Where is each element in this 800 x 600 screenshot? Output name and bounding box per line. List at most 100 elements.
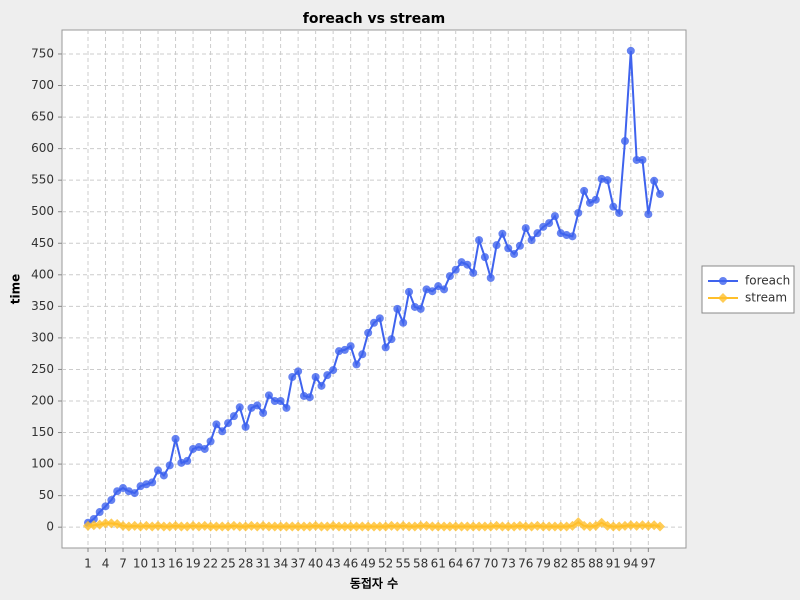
data-point [148, 478, 157, 487]
data-point [101, 502, 110, 511]
data-point [113, 487, 122, 496]
data-point [474, 521, 485, 532]
data-point [333, 521, 344, 532]
data-point [287, 521, 298, 532]
data-point [650, 176, 659, 185]
data-point [130, 489, 139, 498]
data-point [421, 520, 432, 531]
data-point [165, 461, 174, 470]
data-point [270, 396, 279, 405]
y-tick-label: 0 [46, 520, 54, 534]
x-tick-label: 16 [168, 557, 183, 571]
data-point [298, 521, 309, 532]
data-point [463, 260, 472, 269]
data-point [269, 521, 280, 532]
data-point [375, 314, 384, 323]
data-point [392, 521, 403, 532]
data-point [193, 521, 204, 532]
data-point [521, 224, 530, 233]
data-point [352, 360, 361, 369]
data-point [118, 520, 129, 531]
data-point [205, 521, 216, 532]
data-point [515, 241, 524, 250]
data-point [620, 137, 629, 146]
data-point [579, 520, 590, 531]
x-tick-label: 76 [518, 557, 533, 571]
data-point [538, 521, 549, 532]
data-point [218, 427, 227, 436]
data-point [520, 521, 531, 532]
data-point [497, 521, 508, 532]
data-point [119, 484, 128, 493]
data-point [644, 210, 653, 219]
x-tick-label: 19 [185, 557, 200, 571]
x-tick-label: 37 [290, 557, 305, 571]
data-point [498, 229, 507, 238]
data-point [228, 520, 239, 531]
data-point [409, 521, 420, 532]
data-point [514, 520, 525, 531]
data-point [305, 393, 314, 402]
x-tick-label: 94 [623, 557, 638, 571]
data-point [509, 521, 520, 532]
data-point [212, 420, 221, 429]
data-point [450, 521, 461, 532]
x-tick-label: 97 [641, 557, 656, 571]
data-point [608, 521, 619, 532]
y-tick-label: 250 [31, 362, 54, 376]
data-point [469, 268, 478, 277]
data-point [182, 521, 193, 532]
data-point [235, 403, 244, 412]
data-point [240, 521, 251, 532]
data-point [123, 521, 134, 532]
data-point [462, 521, 473, 532]
data-point [200, 444, 209, 453]
data-point [316, 521, 327, 532]
y-tick-label: 100 [31, 457, 54, 471]
data-point [584, 521, 595, 532]
data-point [304, 521, 315, 532]
data-point [475, 236, 484, 245]
data-point [539, 222, 548, 231]
data-point [374, 521, 385, 532]
data-point [614, 521, 625, 532]
data-point [619, 520, 630, 531]
data-point [154, 466, 163, 475]
x-tick-label: 40 [308, 557, 323, 571]
data-point [393, 304, 402, 313]
x-tick-label: 67 [466, 557, 481, 571]
data-point [370, 318, 378, 327]
x-tick-label: 82 [553, 557, 568, 571]
data-point [158, 521, 169, 532]
x-tick-label: 4 [102, 557, 110, 571]
data-point [561, 521, 572, 532]
data-point [503, 521, 514, 532]
y-tick-label: 750 [31, 46, 54, 60]
data-point [416, 304, 425, 313]
data-point [444, 521, 455, 532]
data-point [643, 520, 654, 531]
legend-label: foreach [745, 274, 790, 288]
data-point [544, 521, 555, 532]
x-tick-label: 46 [343, 557, 358, 571]
data-point [433, 521, 444, 532]
plot-area [61, 29, 687, 549]
data-point [387, 335, 396, 344]
data-point [164, 521, 175, 532]
data-point [631, 520, 642, 531]
data-point [479, 521, 490, 532]
chart-title: foreach vs stream [303, 11, 446, 27]
data-point [404, 521, 415, 532]
data-point [263, 521, 274, 532]
y-tick-label: 600 [31, 141, 54, 155]
data-point [439, 521, 450, 532]
y-tick-label: 400 [31, 267, 54, 281]
data-point [580, 186, 589, 195]
data-point [141, 520, 152, 531]
data-point [95, 508, 104, 517]
data-point [170, 520, 181, 531]
data-point [171, 434, 180, 443]
data-point [445, 272, 454, 281]
data-point [456, 521, 467, 532]
data-point [106, 518, 117, 529]
